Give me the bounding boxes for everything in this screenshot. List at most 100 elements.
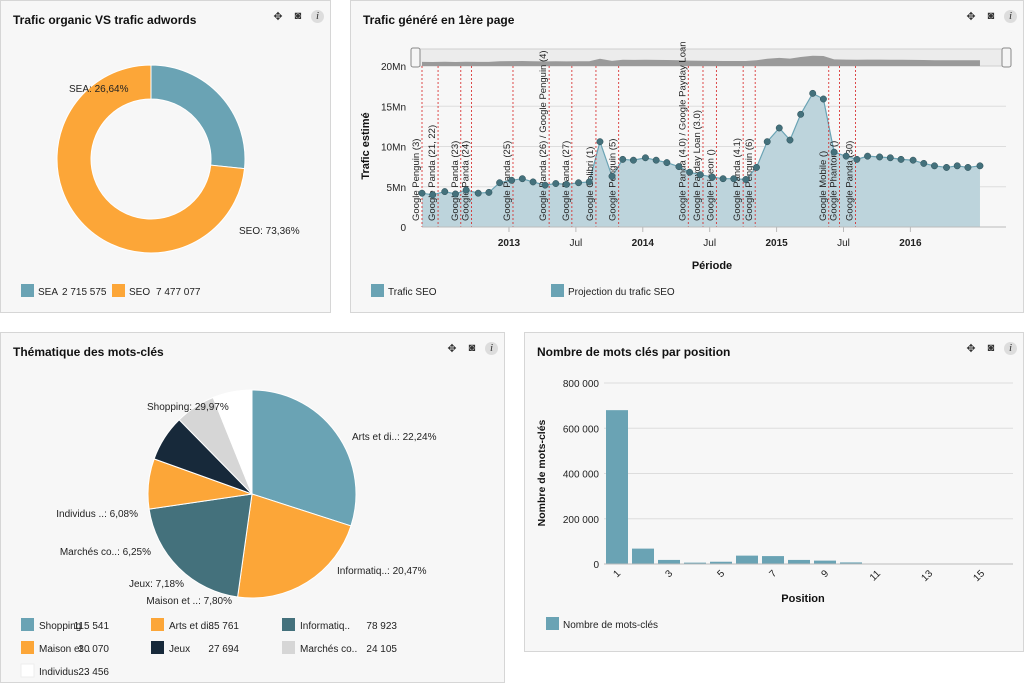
data-point — [809, 89, 817, 97]
event-label: Google Panda (24) — [461, 141, 472, 221]
data-point — [742, 176, 750, 183]
navigator-handle-left — [410, 47, 421, 68]
panel-title: Thématique des mots-clés — [13, 345, 164, 359]
x-tick-label: 11 — [868, 568, 883, 583]
expand-icon[interactable]: ✥ — [966, 342, 976, 355]
x-tick-label: 5 — [715, 568, 727, 580]
x-tick-label: 3 — [663, 568, 675, 580]
bar-position-8 — [788, 559, 810, 564]
x-tick-label: 2013 — [498, 238, 521, 249]
data-point — [518, 175, 526, 183]
x-tick-label: Jul — [569, 238, 582, 249]
data-point — [931, 162, 938, 170]
pie-slice — [148, 493, 253, 598]
data-point — [753, 163, 760, 171]
event-label: Google Mobile () — [818, 151, 829, 221]
info-icon[interactable]: i — [1004, 341, 1017, 355]
event-label: Google Pigeon () — [705, 149, 716, 221]
event-label: Google Penguin (5) — [608, 139, 619, 221]
y-tick-label: 10Mn — [381, 143, 406, 154]
expand-icon[interactable]: ✥ — [273, 10, 283, 23]
legend-label: Arts et di.. — [169, 621, 214, 632]
x-tick-label: 1 — [611, 568, 623, 580]
data-point — [786, 136, 794, 144]
x-tick-label: 2016 — [899, 238, 922, 249]
legend-value: 24 105 — [366, 644, 397, 655]
expand-icon[interactable]: ✥ — [966, 10, 976, 23]
legend-value: 78 923 — [366, 621, 397, 632]
pie-slice — [251, 389, 357, 527]
data-point — [529, 178, 537, 186]
legend-label: Projection du trafic SEO — [568, 287, 675, 298]
event-label: Google Panda (30) — [845, 141, 856, 221]
bar-position-9 — [814, 560, 836, 564]
x-tick-label: 15 — [971, 568, 987, 584]
data-point — [642, 154, 649, 162]
info-icon[interactable]: i — [1004, 9, 1017, 23]
panel-tools: ✥ ◙ i — [445, 341, 498, 355]
panel-positions: Nombre de mots clés par position ✥ ◙ i 0… — [524, 332, 1024, 652]
x-axis-title: Position — [781, 593, 825, 605]
data-point — [496, 179, 504, 187]
data-point — [418, 189, 426, 197]
legend-label: Marchés co.. — [300, 644, 357, 655]
legend-swatch — [151, 641, 164, 654]
x-tick-label: 2015 — [765, 238, 788, 249]
camera-icon[interactable]: ◙ — [468, 342, 476, 354]
donut-label-sea: SEA: 26,64% — [69, 84, 129, 95]
data-point — [819, 95, 827, 103]
legend-swatch — [151, 618, 164, 631]
data-point — [708, 173, 716, 181]
x-tick-label: 2014 — [632, 238, 655, 249]
y-tick-label: 0 — [400, 223, 406, 234]
legend-label: SEA — [38, 287, 58, 298]
data-point — [629, 156, 637, 164]
legend-swatch — [371, 284, 384, 297]
event-label: Google Panda (4.0) / Google Payday Loan — [677, 41, 688, 221]
data-point — [608, 172, 616, 180]
data-point — [853, 155, 861, 163]
x-tick-label: 9 — [819, 568, 831, 580]
panel-tools: ✥ ◙ i — [964, 341, 1017, 355]
legend-swatch — [21, 284, 34, 297]
bar-position-6 — [736, 555, 758, 564]
navigator-series — [422, 55, 980, 66]
camera-icon[interactable]: ◙ — [987, 342, 995, 354]
y-tick-label: 15Mn — [381, 102, 406, 113]
data-point — [452, 190, 459, 198]
data-point — [864, 152, 872, 160]
legend-value: 115 541 — [74, 621, 110, 632]
y-tick-label: 600 000 — [563, 424, 600, 435]
y-tick-label: 5Mn — [387, 183, 406, 194]
theme-pie-chart: Shopping: 29,97% Arts et di..: 22,24% Info… — [20, 389, 437, 678]
info-icon[interactable]: i — [485, 341, 498, 355]
legend-swatch — [551, 284, 564, 297]
data-point — [585, 178, 593, 186]
y-tick-label: 0 — [593, 560, 599, 571]
camera-icon[interactable]: ◙ — [294, 10, 302, 22]
y-tick-label: 20Mn — [381, 62, 406, 73]
panel-title: Nombre de mots clés par position — [537, 345, 731, 359]
event-label: Google Panda (4.1) — [732, 138, 743, 221]
donut-slice-sea — [150, 64, 246, 170]
pie-data-label: Maison et ..: 7,80% — [146, 596, 232, 607]
pie-data-label: Jeux: 7,18% — [129, 579, 184, 590]
data-point — [763, 138, 771, 146]
data-point — [485, 188, 493, 196]
x-tick-label: Jul — [837, 238, 850, 249]
info-icon[interactable]: i — [311, 9, 324, 23]
event-label: Google Payday Loan (3.0) — [692, 110, 703, 221]
panel-title: Trafic généré en 1ère page — [363, 13, 515, 27]
legend-value: 30 070 — [78, 644, 109, 655]
seo-traffic-chart: 0 5Mn 10Mn 15Mn 20Mn Trafic estimé Google Peng… — [360, 41, 1012, 298]
data-point — [686, 168, 694, 176]
data-point — [429, 191, 437, 199]
legend-value: 85 761 — [208, 621, 239, 632]
camera-icon[interactable]: ◙ — [987, 10, 995, 22]
expand-icon[interactable]: ✥ — [447, 342, 457, 355]
bar-position-10 — [840, 562, 862, 564]
data-point — [541, 181, 549, 189]
data-point — [797, 110, 805, 118]
legend-label: Jeux — [169, 644, 190, 655]
data-point — [842, 152, 850, 160]
